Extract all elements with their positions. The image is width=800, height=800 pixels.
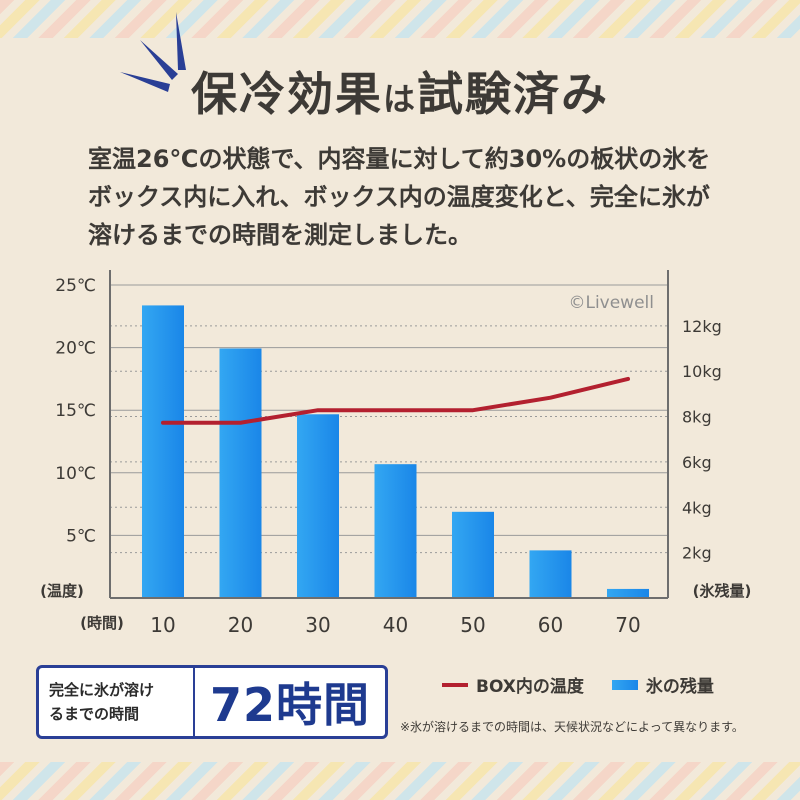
description-line-2: ボックス内に入れ、ボックス内の温度変化と、完全に氷が [88,183,710,211]
title-part-2: は [382,80,417,118]
right-tick-label: 12kg [682,317,722,336]
right-tick-label: 6kg [682,453,712,472]
footnote: ※氷が溶けるまでの時間は、天候状況などによって異なります。 [400,720,744,734]
top-stripe-border [0,0,800,38]
summary-value: 72時間 [209,678,370,732]
chart: 5℃ 10℃ 15℃ 20℃ 25℃ 2kg 4kg 6kg 8kg 10kg 12kg 10 20 30… [40,270,752,637]
summary-box: 完全に氷が溶け るまでの時間 72時間 [36,665,388,739]
left-axis-label: (温度) [40,582,84,600]
bar-30 [297,414,339,598]
right-tick-label: 8kg [682,408,712,427]
page-title: 保冷効果は試験済み [0,58,800,124]
bar-20 [219,348,262,598]
right-tick-label: 10kg [682,362,722,381]
right-tick-label: 4kg [682,498,712,517]
right-axis-label: (氷残量) [693,582,752,600]
legend-line-label: BOX内の温度 [476,677,584,697]
legend: BOX内の温度 氷の残量 [442,672,714,697]
x-tick-label: 70 [615,613,640,637]
description-line-3: 溶けるまでの時間を測定しました。 [88,221,472,249]
x-tick-label: 60 [538,613,563,637]
x-tick-label: 30 [305,613,330,637]
bar-50 [452,511,494,598]
legend-bar-label: 氷の残量 [645,677,714,697]
summary-label-line-2: るまでの時間 [49,705,140,723]
left-tick-label: 5℃ [66,526,96,546]
summary-label: 完全に氷が溶け るまでの時間 [39,668,195,736]
summary-label-line-1: 完全に氷が溶け [49,681,155,699]
left-tick-label: 15℃ [55,401,96,421]
bar-10 [142,305,184,598]
x-tick-label: 20 [228,613,253,637]
x-axis-label: (時間) [80,614,124,632]
description: 室温26℃の状態で、内容量に対して約30%の板状の氷を ボックス内に入れ、ボック… [88,140,728,254]
bar-40 [374,464,417,598]
description-line-1: 室温26℃の状態で、内容量に対して約30%の板状の氷を [88,145,711,173]
x-tick-label: 50 [460,613,485,637]
left-tick-label: 10℃ [55,464,96,484]
left-tick-label: 20℃ [55,339,96,359]
bottom-stripe-border [0,762,800,800]
left-tick-label: 25℃ [55,276,96,296]
legend-line-swatch [442,682,468,687]
x-tick-label: 40 [383,613,408,637]
bar-60 [529,550,572,598]
x-tick-label: 10 [150,613,175,637]
title-part-3: 試験済み [417,67,609,121]
watermark: ©Livewell [568,293,654,313]
right-tick-label: 2kg [682,544,712,563]
title-part-1: 保冷効果 [190,67,383,121]
bar-70 [607,588,649,598]
legend-bar-swatch [611,679,638,690]
burst-lines-icon [120,12,186,92]
